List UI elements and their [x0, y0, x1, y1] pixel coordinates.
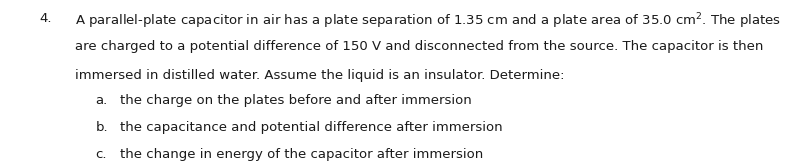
Text: b.: b.	[96, 121, 109, 134]
Text: the charge on the plates before and after immersion: the charge on the plates before and afte…	[120, 94, 472, 107]
Text: are charged to a potential difference of 150 V and disconnected from the source.: are charged to a potential difference of…	[75, 40, 763, 53]
Text: the capacitance and potential difference after immersion: the capacitance and potential difference…	[120, 121, 503, 134]
Text: A parallel-plate capacitor in air has a plate separation of 1.35 cm and a plate : A parallel-plate capacitor in air has a …	[75, 12, 780, 31]
Text: immersed in distilled water. Assume the liquid is an insulator. Determine:: immersed in distilled water. Assume the …	[75, 69, 564, 82]
Text: the change in energy of the capacitor after immersion: the change in energy of the capacitor af…	[120, 148, 483, 161]
Text: c.: c.	[96, 148, 107, 161]
Text: 4.: 4.	[39, 12, 51, 25]
Text: a.: a.	[96, 94, 108, 107]
